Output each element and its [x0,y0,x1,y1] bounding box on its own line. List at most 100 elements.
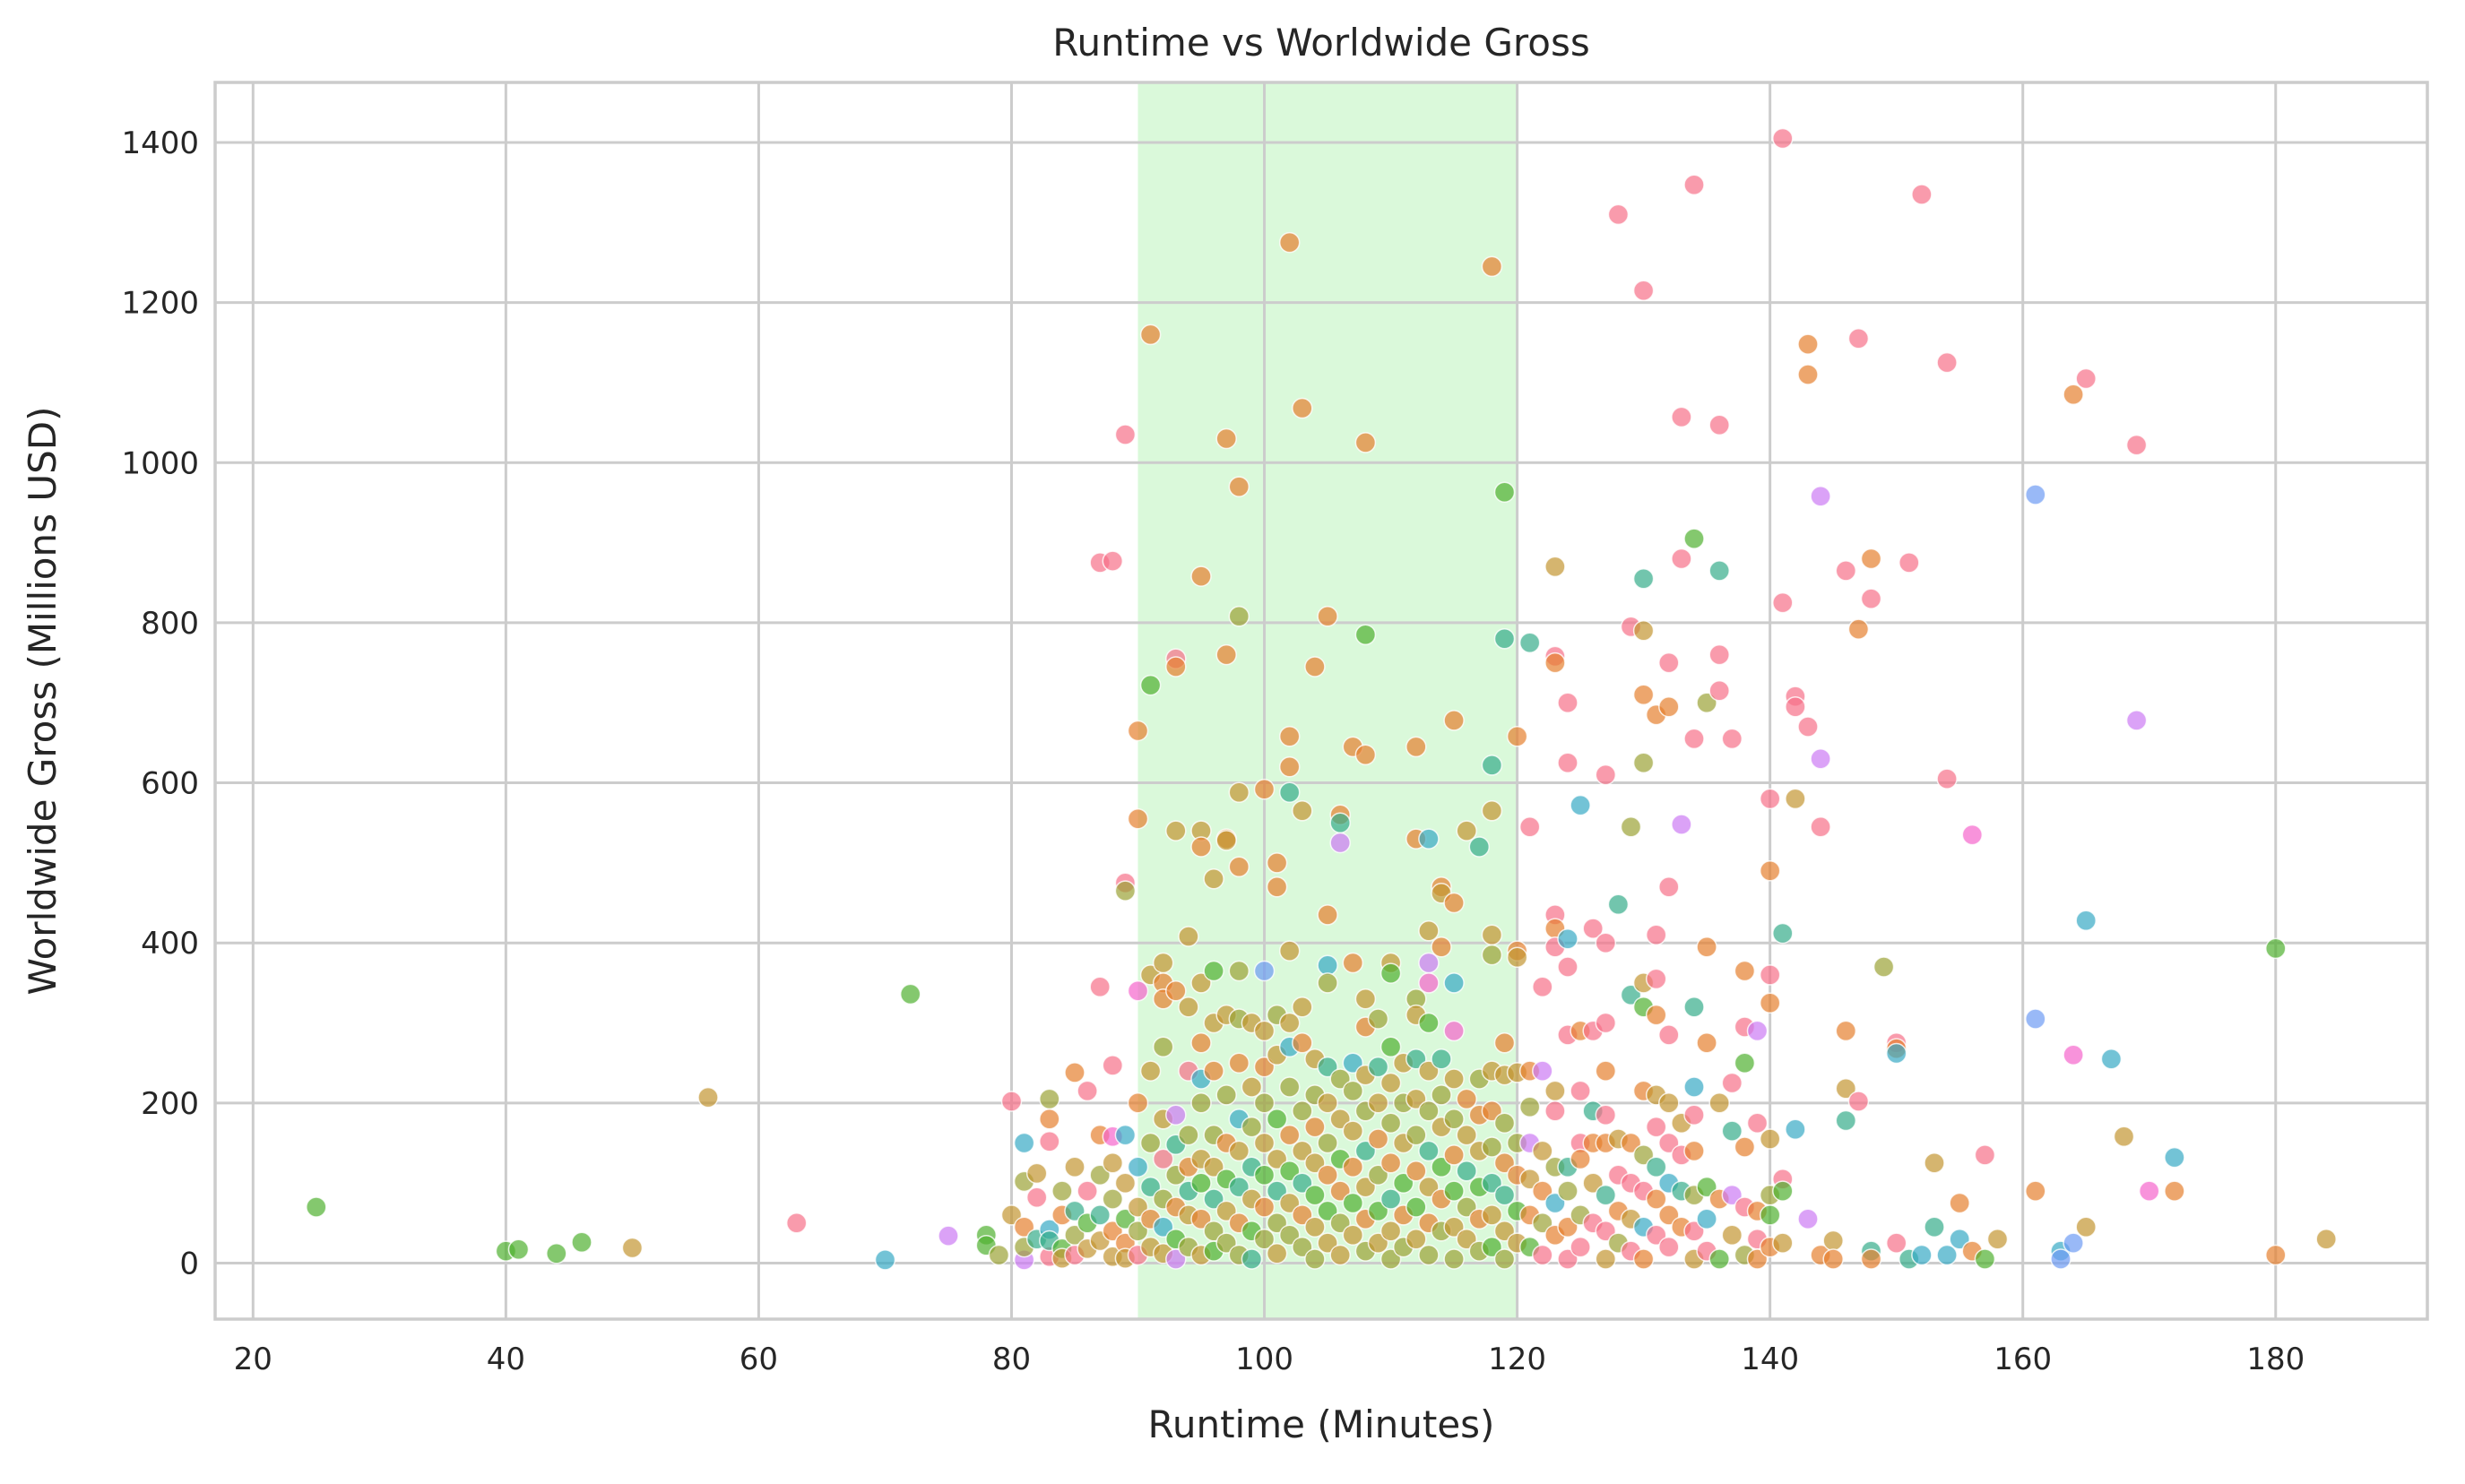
data-point [1203,867,1224,890]
data-point [1493,1112,1516,1134]
data-point [1961,824,1984,846]
data-point [1304,1248,1326,1270]
data-point [1190,1032,1212,1054]
data-point [1013,1132,1035,1154]
data-point [1329,1244,1351,1266]
data-point [1456,820,1477,841]
data-point [1721,728,1743,750]
data-point [1620,815,1642,838]
data-point [1253,1228,1276,1250]
data-point [1253,1196,1276,1218]
data-point [1278,725,1301,747]
data-point [2075,367,2097,390]
data-point [1418,1140,1440,1162]
y-tick-label: 600 [141,766,199,802]
data-point [571,1231,592,1254]
data-point [988,1244,1010,1266]
data-point [1708,414,1730,436]
data-point [1797,1208,1819,1230]
data-point [2315,1228,2337,1250]
data-point [1418,828,1440,850]
data-point [1493,1184,1516,1206]
data-point [1708,1248,1730,1270]
data-point [1696,936,1717,958]
data-point [621,1237,644,1259]
data-point [1595,1104,1617,1126]
data-point [1443,1020,1465,1042]
data-point [1418,1012,1440,1034]
data-point [1114,1124,1137,1146]
data-point [1443,1108,1465,1130]
data-point [1595,932,1617,953]
data-point [1102,1055,1124,1076]
data-point [1114,880,1137,902]
data-point [1443,710,1465,731]
data-point [1557,752,1578,773]
data-point [1380,1188,1402,1210]
data-point [1481,1204,1503,1226]
data-point [1418,972,1440,994]
data-point [1632,684,1655,706]
data-point [1228,960,1250,982]
data-point [1203,960,1224,982]
data-point [899,983,921,1005]
data-point [1645,1004,1667,1026]
data-point [1367,1056,1389,1078]
data-point [785,1212,808,1234]
data-point [2100,1048,2123,1070]
data-point [1278,1124,1301,1146]
data-point [1278,1012,1301,1034]
data-point [1835,560,1857,582]
data-point [938,1225,959,1247]
data-point [1532,1060,1553,1082]
data-point [1746,1020,1769,1042]
data-point [1595,764,1617,786]
data-point [1304,1184,1326,1206]
data-point [1278,755,1301,778]
data-point [1759,1128,1781,1150]
data-point [1607,203,1630,226]
data-point [1127,980,1149,1002]
data-point [1468,836,1491,858]
data-point [1418,1100,1440,1122]
data-point [1178,1124,1199,1146]
chart-title: Runtime vs Worldwide Gross [1052,21,1589,65]
data-point [1974,1248,1996,1270]
data-point [1342,1120,1364,1142]
data-point [1797,333,1819,355]
data-point [1418,920,1440,942]
data-point [1178,926,1199,947]
data-point [1734,960,1756,982]
data-point [1380,1036,1402,1058]
data-point [1165,980,1187,1002]
x-tick-label: 120 [1488,1342,1546,1377]
data-point [1456,1124,1477,1146]
data-point [1746,1248,1769,1270]
data-point [1632,620,1655,642]
data-point [1266,876,1288,898]
data-point [2063,384,2084,406]
data-point [1532,1244,1553,1266]
data-point [1152,1148,1174,1170]
data-point [1418,952,1440,974]
data-point [1506,725,1528,747]
data-point [1772,591,1794,614]
data-point [1797,364,1819,385]
data-point [1532,976,1553,998]
data-point [1317,1092,1338,1114]
data-point [1418,1244,1440,1266]
data-point [1241,1076,1263,1098]
data-point [1518,815,1541,838]
data-point [1936,351,1958,374]
data-point [1443,1068,1465,1090]
data-point [1266,1243,1288,1264]
data-point [1329,832,1351,854]
data-point [1405,1228,1427,1250]
data-point [1278,940,1301,962]
data-point [1304,1152,1326,1174]
data-point [1253,1132,1276,1154]
y-tick-label: 400 [141,926,199,962]
data-point [1127,1092,1149,1114]
data-point [1481,255,1503,278]
data-point [1342,1156,1364,1178]
